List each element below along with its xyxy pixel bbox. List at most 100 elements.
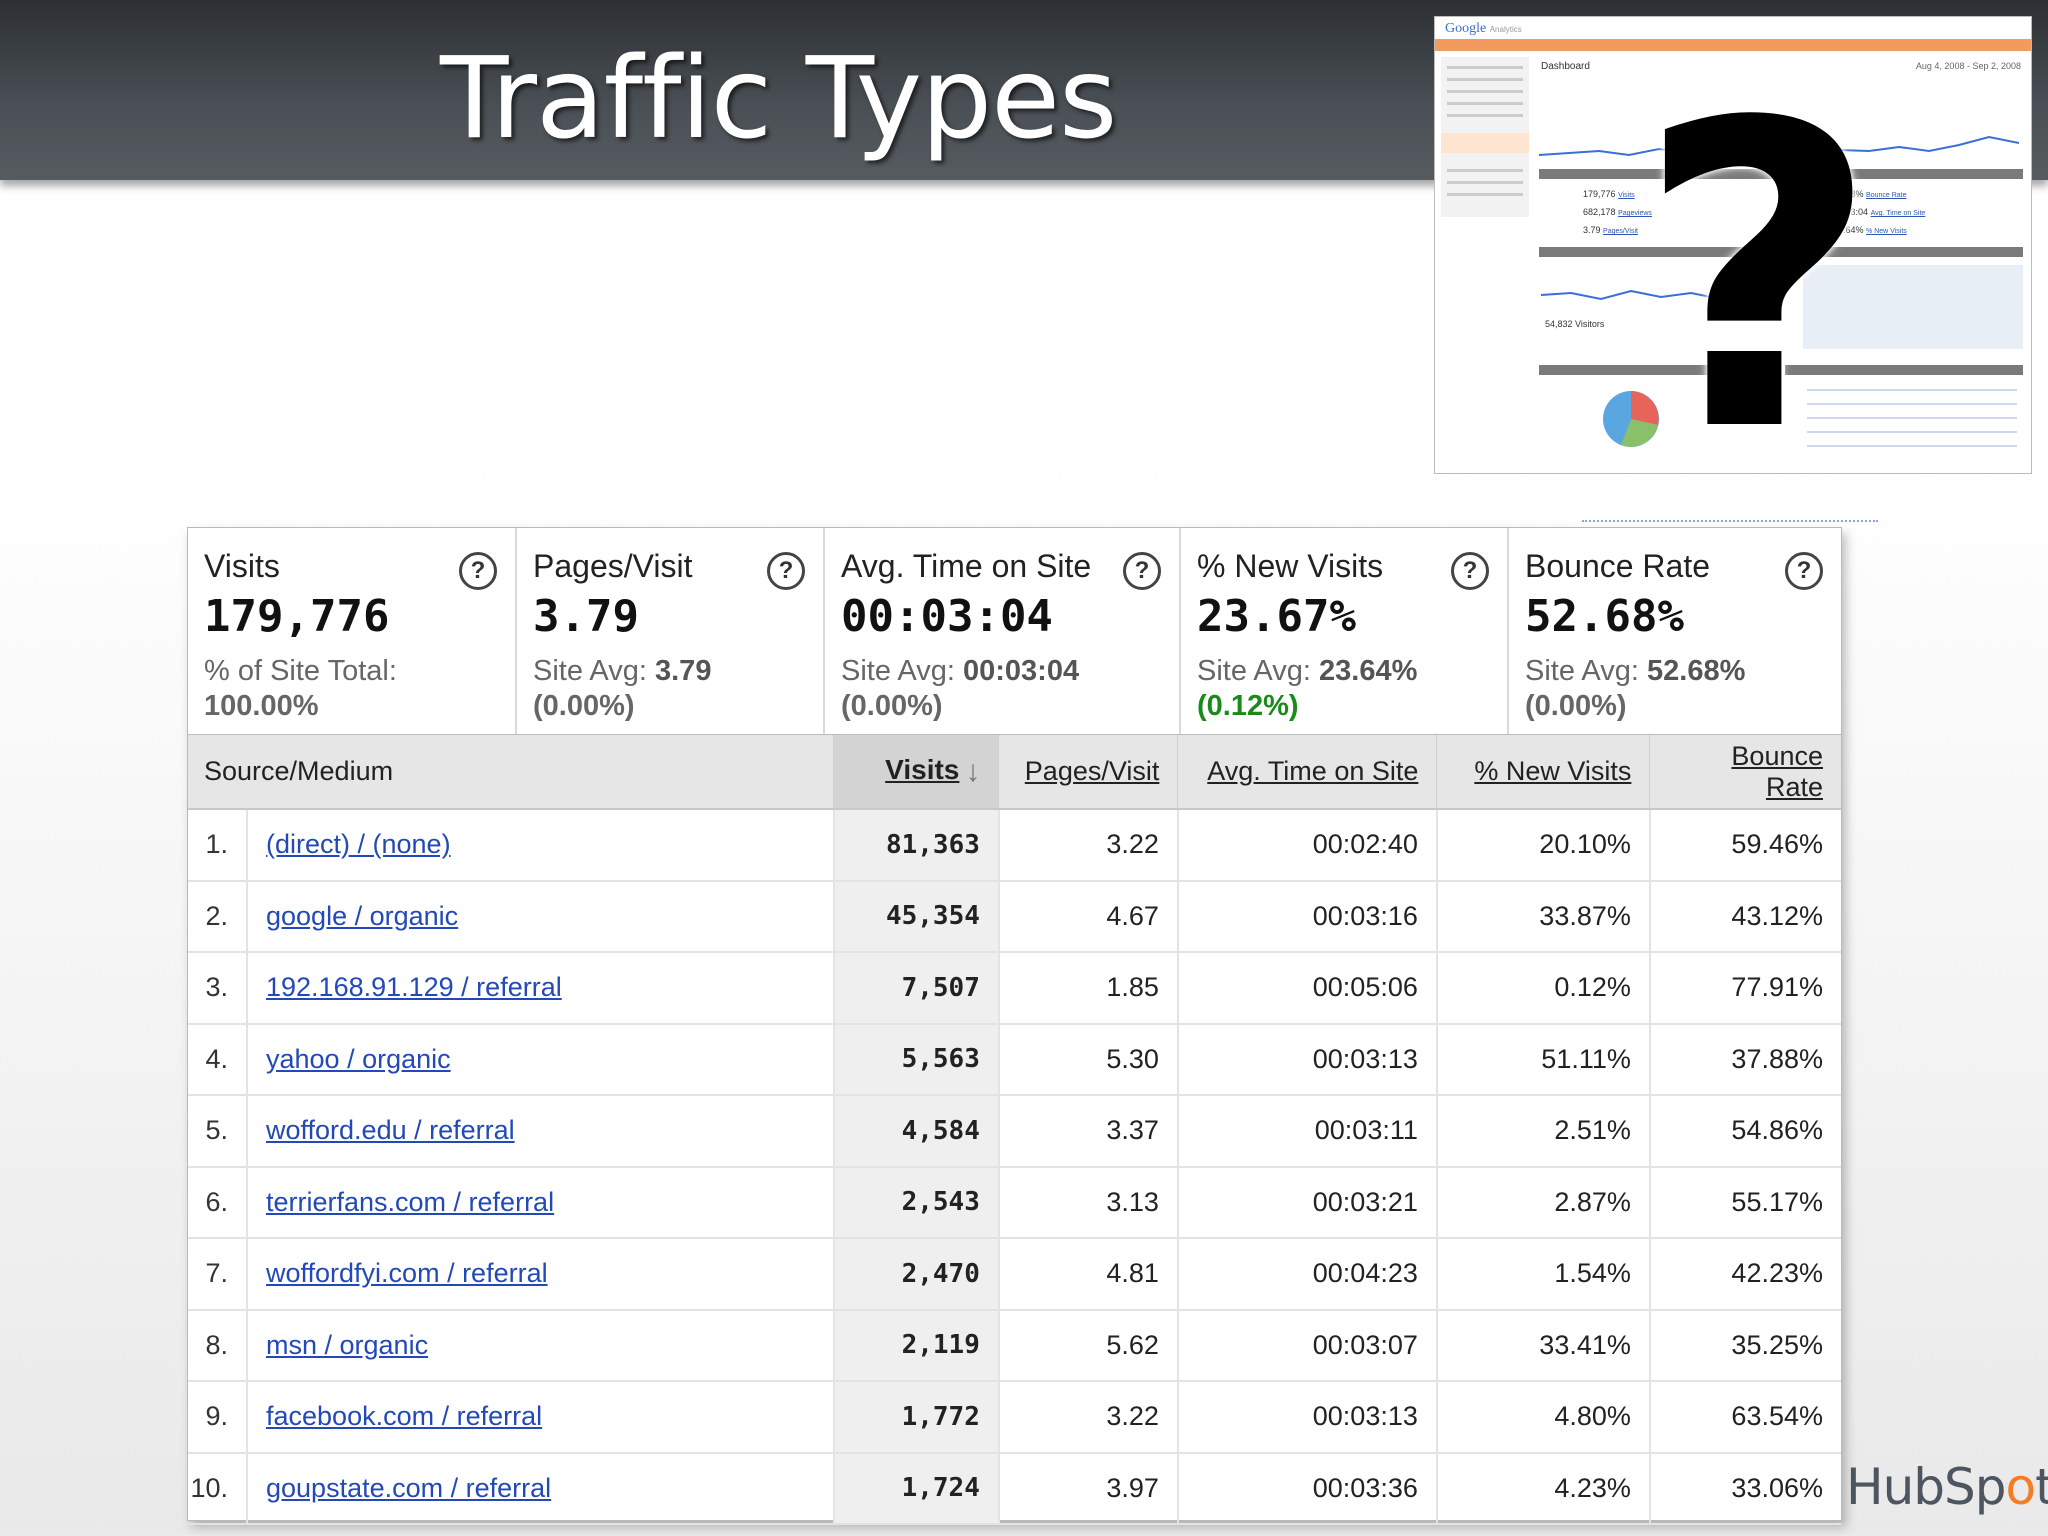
new-visits-cell: 4.80% <box>1436 1381 1651 1453</box>
metric-avg-time: Avg. Time on Site 00:03:04 Site Avg: 00:… <box>825 528 1181 734</box>
metric-label: % New Visits <box>1197 548 1384 584</box>
help-icon[interactable]: ? <box>459 552 497 590</box>
bounce-rate-cell: 77.91% <box>1731 972 1823 1003</box>
table-row: 9. facebook.com / referral 1,772 3.22 00:03:… <box>188 1381 1841 1453</box>
source-medium-link[interactable]: 192.168.91.129 / referral <box>266 972 562 1003</box>
thumbnail-nav-bar <box>1435 39 2031 51</box>
source-medium-cell: (direct) / (none) <box>247 809 835 881</box>
avg-time-cell: 00:03:11 <box>1177 1095 1438 1167</box>
visits-cell: 2,470 <box>833 1238 1000 1310</box>
row-index: 4. <box>188 1023 248 1095</box>
thumbnail-content-row <box>1807 389 2017 391</box>
help-icon[interactable]: ? <box>1123 552 1161 590</box>
metric-label: Avg. Time on Site <box>841 548 1092 584</box>
thumbnail-stat-pages-visit: 3.79 Pages/Visit <box>1583 225 1638 235</box>
visits-cell: 1,724 <box>833 1452 1000 1524</box>
metric-new-visits: % New Visits 23.67% Site Avg: 23.64% (0.… <box>1181 528 1509 734</box>
thumbnail-content-row <box>1807 445 2017 447</box>
table-row: 10. goupstate.com / referral 1,724 3.97 00:0… <box>188 1452 1841 1524</box>
question-mark-overlay: ? <box>1636 35 1880 524</box>
metric-value: 179,776 <box>204 591 390 642</box>
table-row: 7. woffordfyi.com / referral 2,470 4.81 00:0… <box>188 1238 1841 1310</box>
column-header-new-visits[interactable]: % New Visits <box>1436 735 1651 810</box>
table-row: 1. (direct) / (none) 81,363 3.22 00:02:40 20.… <box>188 809 1841 881</box>
visits-cell: 45,354 <box>833 880 1000 952</box>
metric-site-avg: Site Avg: 52.68% <box>1525 655 1746 687</box>
source-medium-cell: facebook.com / referral <box>247 1381 835 1453</box>
visits-cell: 81,363 <box>833 809 1000 881</box>
metric-label: Pages/Visit <box>533 548 693 584</box>
thumbnail-visitors-count: 54,832 Visitors <box>1545 319 1605 329</box>
pages-visit-cell: 3.22 <box>998 1381 1179 1453</box>
source-medium-link[interactable]: terrierfans.com / referral <box>266 1186 555 1217</box>
sort-descending-icon: ↓ <box>965 754 981 788</box>
metric-change: (0.00%) <box>533 690 635 722</box>
column-header-pages-visit[interactable]: Pages/Visit <box>998 735 1179 810</box>
source-medium-link[interactable]: msn / organic <box>266 1329 429 1360</box>
thumbnail-stat-bounce: 52.68% Bounce Rate <box>1833 189 1907 199</box>
help-icon[interactable]: ? <box>767 552 805 590</box>
avg-time-cell: 00:03:16 <box>1177 880 1438 952</box>
bounce-rate-cell: 37.88% <box>1731 1043 1823 1074</box>
thumbnail-visitors-chart <box>1541 289 1771 301</box>
column-header-avg-time[interactable]: Avg. Time on Site <box>1177 735 1438 810</box>
table-row: 6. terrierfans.com / referral 2,543 3.13 00:… <box>188 1166 1841 1238</box>
source-medium-cell: terrierfans.com / referral <box>247 1166 835 1238</box>
pages-visit-cell: 4.81 <box>998 1238 1179 1310</box>
new-visits-cell: 2.51% <box>1436 1095 1651 1167</box>
metric-sub-label: % of Site Total: <box>204 655 397 687</box>
analytics-report-panel: Visits 179,776 % of Site Total: 100.00% … <box>187 527 1842 1524</box>
source-medium-cell: msn / organic <box>247 1309 835 1381</box>
source-medium-link[interactable]: facebook.com / referral <box>266 1401 543 1432</box>
row-index: 5. <box>188 1095 248 1167</box>
visits-cell: 2,543 <box>833 1166 1000 1238</box>
new-visits-cell: 1.54% <box>1436 1238 1651 1310</box>
metric-site-avg: Site Avg: 23.64% <box>1197 655 1418 687</box>
pages-visit-cell: 1.85 <box>998 952 1179 1024</box>
table-row: 4. yahoo / organic 5,563 5.30 00:03:13 51.11%… <box>188 1023 1841 1095</box>
thumbnail-section-map <box>1785 247 2023 257</box>
metric-site-percent: 100.00% <box>204 690 319 722</box>
thumbnail-date-range: Aug 4, 2008 - Sep 2, 2008 <box>1915 61 2021 71</box>
source-medium-link[interactable]: woffordfyi.com / referral <box>266 1258 548 1289</box>
pages-visit-cell: 3.22 <box>998 809 1179 881</box>
metric-value: 00:03:04 <box>841 591 1053 642</box>
pages-visit-cell: 5.62 <box>998 1309 1179 1381</box>
bounce-rate-cell: 42.23% <box>1731 1258 1823 1289</box>
source-medium-table: Source/Medium Visits ↓ Pages/Visit Avg. T… <box>188 735 1841 1525</box>
dashboard-thumbnail: Google Analytics Dashboard Aug 4, 2008 -… <box>1434 16 2032 474</box>
row-index: 1. <box>188 809 248 881</box>
help-icon[interactable]: ? <box>1785 552 1823 590</box>
slide-title: Traffic Types <box>440 34 1117 164</box>
pages-visit-cell: 3.97 <box>998 1452 1179 1524</box>
bounce-rate-cell: 54.86% <box>1731 1115 1823 1146</box>
thumbnail-section-traffic <box>1539 365 1777 375</box>
thumbnail-sidebar <box>1441 57 1529 217</box>
source-medium-link[interactable]: wofford.edu / referral <box>266 1115 515 1146</box>
pages-visit-cell: 5.30 <box>998 1023 1179 1095</box>
source-medium-link[interactable]: (direct) / (none) <box>266 829 451 860</box>
thumbnail-world-map <box>1803 265 2023 349</box>
thumbnail-heading: Dashboard <box>1541 61 1590 72</box>
column-header-bounce-rate[interactable]: Bounce Rate <box>1649 735 1841 810</box>
hubspot-logo: HubSpot <box>1846 1458 2048 1516</box>
new-visits-cell: 33.87% <box>1436 880 1651 952</box>
avg-time-cell: 00:03:36 <box>1177 1452 1438 1524</box>
metric-bounce-rate: Bounce Rate 52.68% Site Avg: 52.68% (0.0… <box>1509 528 1841 734</box>
metric-site-avg: Site Avg: 3.79 <box>533 655 712 687</box>
row-index: 6. <box>188 1166 248 1238</box>
thumbnail-stat-time: 00:03:04 Avg. Time on Site <box>1833 207 1926 217</box>
source-medium-link[interactable]: google / organic <box>266 900 459 931</box>
thumbnail-section-visitors <box>1539 247 1777 257</box>
avg-time-cell: 00:04:23 <box>1177 1238 1438 1310</box>
source-medium-link[interactable]: yahoo / organic <box>266 1043 451 1074</box>
row-index: 3. <box>188 952 248 1024</box>
metric-value: 23.67% <box>1197 591 1356 642</box>
metrics-summary: Visits 179,776 % of Site Total: 100.00% … <box>188 528 1841 735</box>
pages-visit-cell: 3.13 <box>998 1166 1179 1238</box>
help-icon[interactable]: ? <box>1451 552 1489 590</box>
column-header-visits[interactable]: Visits ↓ <box>833 735 1000 810</box>
metric-change: (0.00%) <box>1525 690 1627 722</box>
bounce-rate-cell: 33.06% <box>1731 1472 1823 1503</box>
source-medium-link[interactable]: goupstate.com / referral <box>266 1472 552 1503</box>
